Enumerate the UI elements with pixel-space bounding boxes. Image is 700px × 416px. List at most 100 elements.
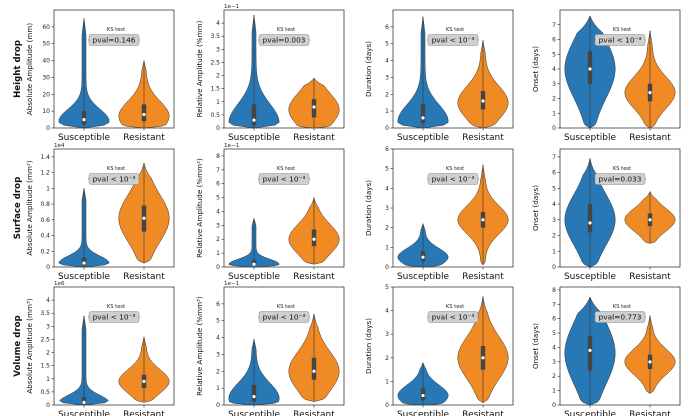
y-tick-label: 3 (385, 74, 389, 81)
pval-label: pval < 10⁻³ (432, 313, 475, 322)
y-axis-label: Relative Amplitude (%mm) (195, 20, 204, 117)
median-marker (312, 369, 316, 373)
category-label: Resistant (293, 133, 335, 143)
pval-box (88, 311, 140, 323)
y-tick-label: 0 (552, 402, 556, 409)
row-label: Height drop (13, 40, 23, 98)
pval-label: pval < 10⁻³ (432, 36, 475, 45)
median-marker (312, 237, 316, 241)
y-tick-label: 6 (385, 24, 389, 31)
y-tick-label: 1.5 (210, 86, 220, 93)
y-tick-label: 7 (552, 301, 556, 308)
y-tick-label: 5 (552, 185, 556, 192)
category-label: Resistant (123, 133, 165, 143)
iqr-box (311, 357, 317, 380)
iqr-box (587, 204, 593, 233)
axes-frame (53, 148, 175, 268)
chart-panel: 0 1 2 3 4 5 6 7 Onset (days) Susceptible Resistant… (531, 148, 681, 282)
median-marker (421, 255, 425, 259)
iqr-box (251, 384, 257, 402)
category-label: Susceptible (564, 133, 617, 143)
median-marker (82, 261, 86, 265)
row-label: Surface drop (13, 177, 23, 239)
category-label: Susceptible (228, 133, 281, 143)
y-tick-label: 1 (385, 108, 389, 115)
y-tick-label: 6 (385, 146, 389, 153)
iqr-box (587, 335, 593, 371)
y-tick-label: 2 (552, 373, 556, 380)
y-tick-label: 3.5 (210, 33, 220, 40)
y-tick-label: 1 (216, 99, 220, 106)
chart-panel: 0 0.5 1 1.5 2 2.5 3 3.5 4 1e6 Absolute Amplitude (… (25, 281, 175, 416)
y-tick-label: 2 (216, 236, 220, 243)
y-tick-label: 1 (46, 185, 50, 192)
axes-frame (559, 148, 681, 268)
y-tick-label: 2.5 (40, 336, 50, 343)
y-tick-label: 0 (385, 264, 389, 271)
pval-label: pval < 10⁻³ (599, 36, 642, 45)
axis-exponent: 1e4 (54, 143, 65, 149)
y-tick-label: 50 (42, 41, 50, 48)
median-marker (142, 216, 146, 220)
y-tick-label: 0 (216, 402, 220, 409)
median-marker (588, 221, 592, 225)
pval-label: pval < 10⁻³ (263, 175, 306, 184)
median-marker (82, 117, 86, 122)
y-tick-label: 10 (42, 108, 50, 115)
y-tick-label: 2 (46, 350, 50, 357)
y-tick-label: 6 (552, 170, 556, 177)
median-marker (312, 105, 316, 109)
y-tick-label: 2 (216, 73, 220, 80)
pval-box (594, 173, 646, 185)
y-tick-label: 0.8 (40, 201, 50, 208)
y-tick-label: 0 (46, 264, 50, 271)
median-marker (648, 218, 652, 222)
category-label: Resistant (462, 272, 504, 282)
y-tick-label: 1 (46, 376, 50, 383)
category-label: Resistant (293, 272, 335, 282)
category-label: Resistant (462, 410, 504, 416)
iqr-box (141, 104, 147, 122)
y-axis-label: Duration (days) (364, 180, 373, 236)
y-axis-label: Relative Amplitude (%mm²) (195, 158, 204, 258)
pval-label: pval < 10⁻³ (93, 313, 136, 322)
y-tick-label: 1.5 (40, 363, 50, 370)
pval-box (88, 173, 140, 185)
y-tick-label: 0 (216, 264, 220, 271)
median-marker (648, 360, 652, 364)
y-tick-label: 0.5 (210, 112, 220, 119)
chart-panel: 0 1 2 3 4 5 6 Duration (days) Susceptible Resista… (364, 146, 514, 282)
ks-test-label: KS test (107, 166, 125, 172)
iqr-box (420, 104, 426, 123)
y-tick-label: 7 (216, 167, 220, 174)
chart-panel: 0 1 2 3 4 5 Duration (days) Susceptible Resistan… (364, 284, 514, 416)
median-marker (481, 356, 485, 360)
y-tick-label: 2 (385, 91, 389, 98)
category-label: Resistant (293, 410, 335, 416)
pval-box (258, 173, 310, 185)
median-marker (648, 91, 652, 95)
axes-frame (559, 286, 681, 406)
pval-label: pval=0.003 (263, 36, 306, 45)
y-tick-label: 1.4 (40, 154, 50, 161)
y-tick-label: 60 (42, 24, 50, 31)
y-tick-label: 6 (552, 316, 556, 323)
median-marker (588, 67, 592, 71)
axes-frame (53, 9, 175, 129)
y-tick-label: 2 (385, 225, 389, 232)
y-tick-label: 3 (552, 81, 556, 88)
chart-panel: 0 0.2 0.4 0.6 0.8 1 1.2 1.4 1e4 Absolute Amplitud… (25, 143, 175, 282)
category-label: Susceptible (397, 272, 450, 282)
y-tick-label: 20 (42, 91, 50, 98)
y-tick-label: 0.4 (40, 233, 50, 240)
iqr-box (81, 397, 87, 404)
y-tick-label: 0.6 (40, 217, 50, 224)
y-tick-label: 4 (552, 344, 556, 351)
chart-panel: 0 1 2 3 4 5 6 7 Onset (days) Susceptible Resistant… (531, 9, 681, 143)
y-tick-label: 3 (385, 331, 389, 338)
category-label: Resistant (629, 272, 671, 282)
y-tick-label: 1 (385, 378, 389, 385)
axes-frame (392, 9, 514, 129)
row-label: Volume drop (13, 315, 23, 376)
